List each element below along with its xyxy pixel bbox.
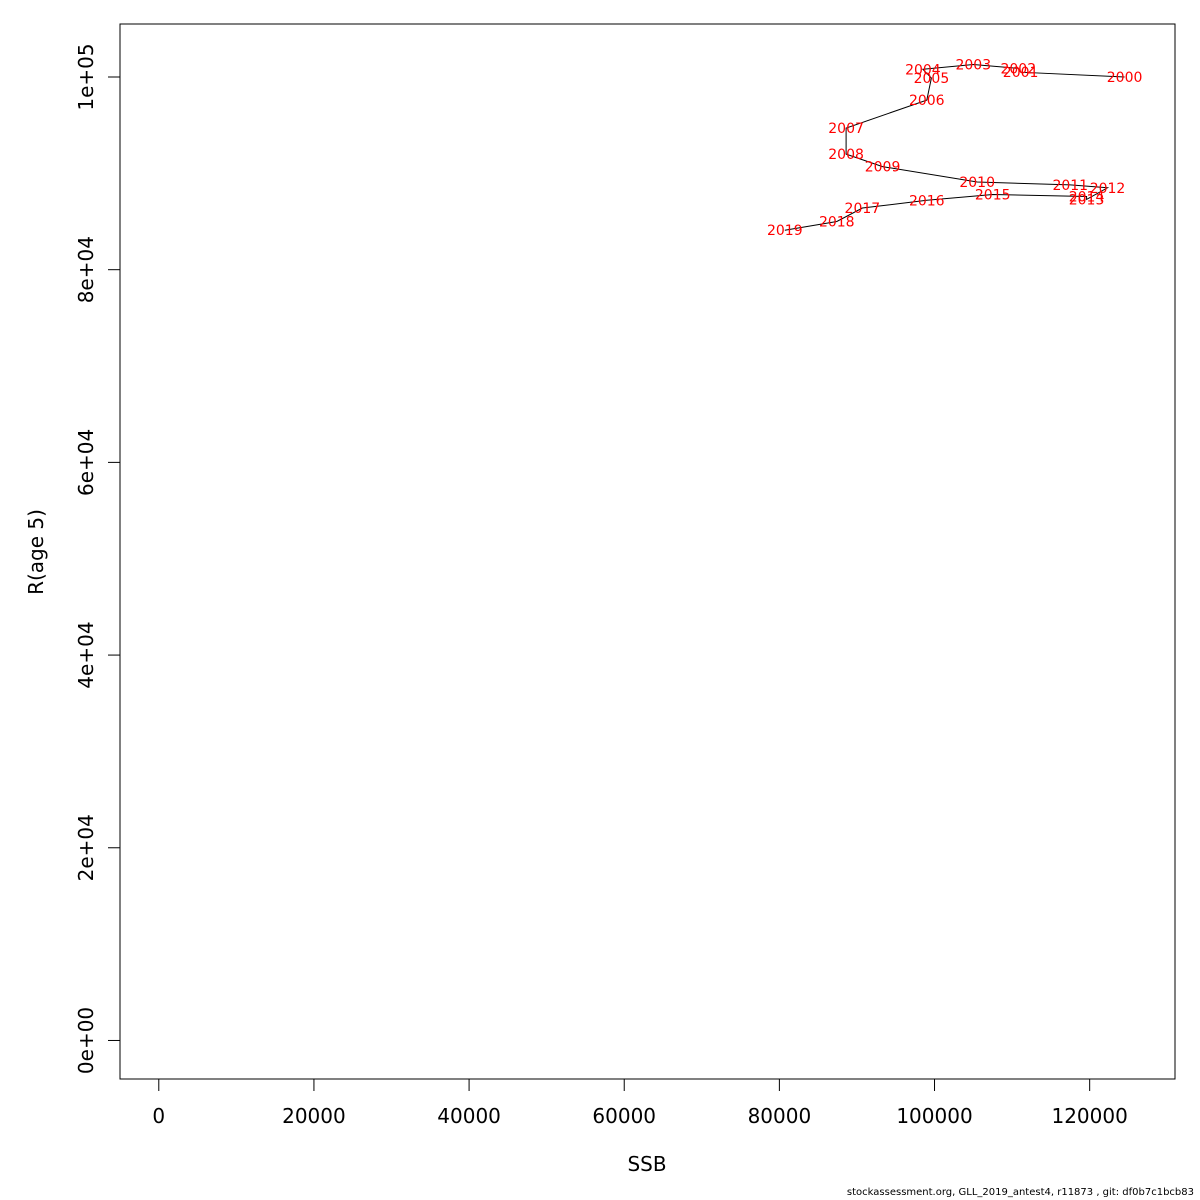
y-tick-label: 8e+04 bbox=[74, 236, 98, 303]
y-tick-label: 4e+04 bbox=[74, 621, 98, 688]
point-label-2006: 2006 bbox=[909, 93, 945, 109]
point-label-2018: 2018 bbox=[819, 215, 855, 231]
y-tick-label: 0e+00 bbox=[74, 1007, 98, 1074]
point-label-2007: 2007 bbox=[828, 121, 864, 137]
point-label-2004: 2004 bbox=[905, 62, 941, 78]
point-label-2017: 2017 bbox=[845, 201, 881, 217]
point-label-2009: 2009 bbox=[865, 160, 901, 176]
point-label-2008: 2008 bbox=[828, 147, 864, 163]
series-line bbox=[784, 63, 1125, 231]
x-tick-label: 20000 bbox=[282, 1104, 346, 1128]
point-label-2002: 2002 bbox=[1000, 61, 1036, 77]
point-label-2011: 2011 bbox=[1052, 178, 1088, 194]
point-label-2000: 2000 bbox=[1107, 70, 1143, 86]
point-label-2016: 2016 bbox=[909, 193, 945, 209]
plot-frame bbox=[119, 23, 1176, 1080]
y-tick-label: 6e+04 bbox=[74, 429, 98, 496]
series bbox=[784, 63, 1125, 231]
point-label-2013: 2013 bbox=[1069, 192, 1105, 208]
x-axis-title: SSB bbox=[627, 1152, 666, 1176]
x-tick-label: 40000 bbox=[437, 1104, 501, 1128]
x-tick-label: 80000 bbox=[748, 1104, 812, 1128]
x-tick-label: 120000 bbox=[1051, 1104, 1127, 1128]
x-tick-label: 60000 bbox=[592, 1104, 656, 1128]
point-label-2019: 2019 bbox=[767, 223, 803, 239]
x-tick-label: 100000 bbox=[896, 1104, 972, 1128]
point-labels: 2000200120022003200420052006200720082009… bbox=[767, 57, 1142, 239]
y-tick-label: 2e+04 bbox=[74, 814, 98, 881]
x-tick-label: 0 bbox=[152, 1104, 165, 1128]
point-label-2005: 2005 bbox=[914, 71, 950, 87]
point-label-2001: 2001 bbox=[1003, 65, 1039, 81]
point-label-2014: 2014 bbox=[1069, 189, 1105, 205]
y-axis: 0e+00 2e+04 4e+04 6e+04 8e+04 1e+05 bbox=[74, 43, 121, 1074]
point-label-2003: 2003 bbox=[955, 57, 991, 73]
point-label-2010: 2010 bbox=[959, 175, 995, 191]
y-tick-label: 1e+05 bbox=[74, 43, 98, 110]
x-axis: 0 20000 40000 60000 80000 100000 120000 bbox=[152, 1078, 1128, 1128]
point-label-2015: 2015 bbox=[975, 188, 1011, 204]
point-label-2012: 2012 bbox=[1090, 181, 1126, 197]
y-axis-title: R(age 5) bbox=[24, 509, 48, 595]
footer-credit: stockassessment.org, GLL_2019_antest4, r… bbox=[846, 1187, 1194, 1198]
